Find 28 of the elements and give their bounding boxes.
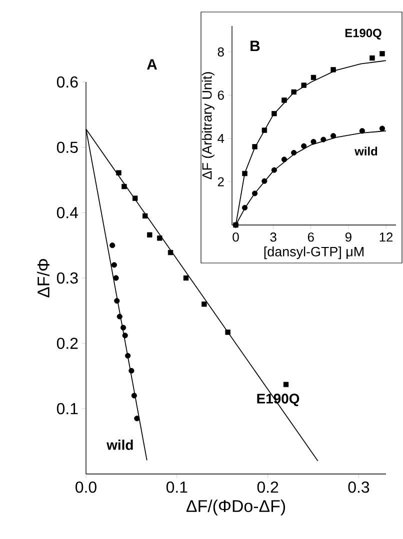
x-tick-label: 0.3 [348, 482, 370, 493]
x-tick-label: 0 [232, 232, 239, 242]
y-axis-title: ΔF (Arbitrary Unit) [202, 72, 214, 180]
series-label: wild [106, 440, 133, 450]
y-tick-label: 0.4 [56, 207, 78, 218]
y-tick-label: 4 [218, 134, 224, 143]
series-label: wild [354, 146, 378, 156]
x-tick-label: 3 [270, 232, 276, 242]
y-tick-label: 0.1 [56, 403, 78, 414]
x-axis-title: ΔF/(ΦDo-ΔF) [186, 500, 286, 516]
x-tick-label: 9 [345, 232, 352, 242]
y-tick-label: 6 [218, 90, 224, 100]
series-label: E190Q [345, 28, 382, 40]
x-tick-label: 0.2 [257, 482, 278, 493]
x-tick-label: 0.1 [166, 482, 188, 493]
x-tick-label: 0.0 [76, 482, 96, 493]
y-tick-label: 0.2 [56, 338, 78, 349]
y-tick-label: 2 [218, 177, 224, 186]
y-axis-title: ΔF/Φ [37, 259, 50, 298]
y-tick-label: 8 [218, 47, 224, 57]
y-tick-label: 0.6 [56, 76, 78, 88]
x-tick-label: 12 [380, 232, 393, 242]
y-tick-label: 0.5 [56, 142, 78, 153]
chart-title: A [146, 59, 157, 70]
y-tick-label: 0.3 [56, 272, 78, 284]
text: B [250, 40, 260, 52]
x-axis-title: [dansyl-GTP] μM [264, 246, 364, 260]
x-tick-label: 6 [308, 232, 314, 242]
